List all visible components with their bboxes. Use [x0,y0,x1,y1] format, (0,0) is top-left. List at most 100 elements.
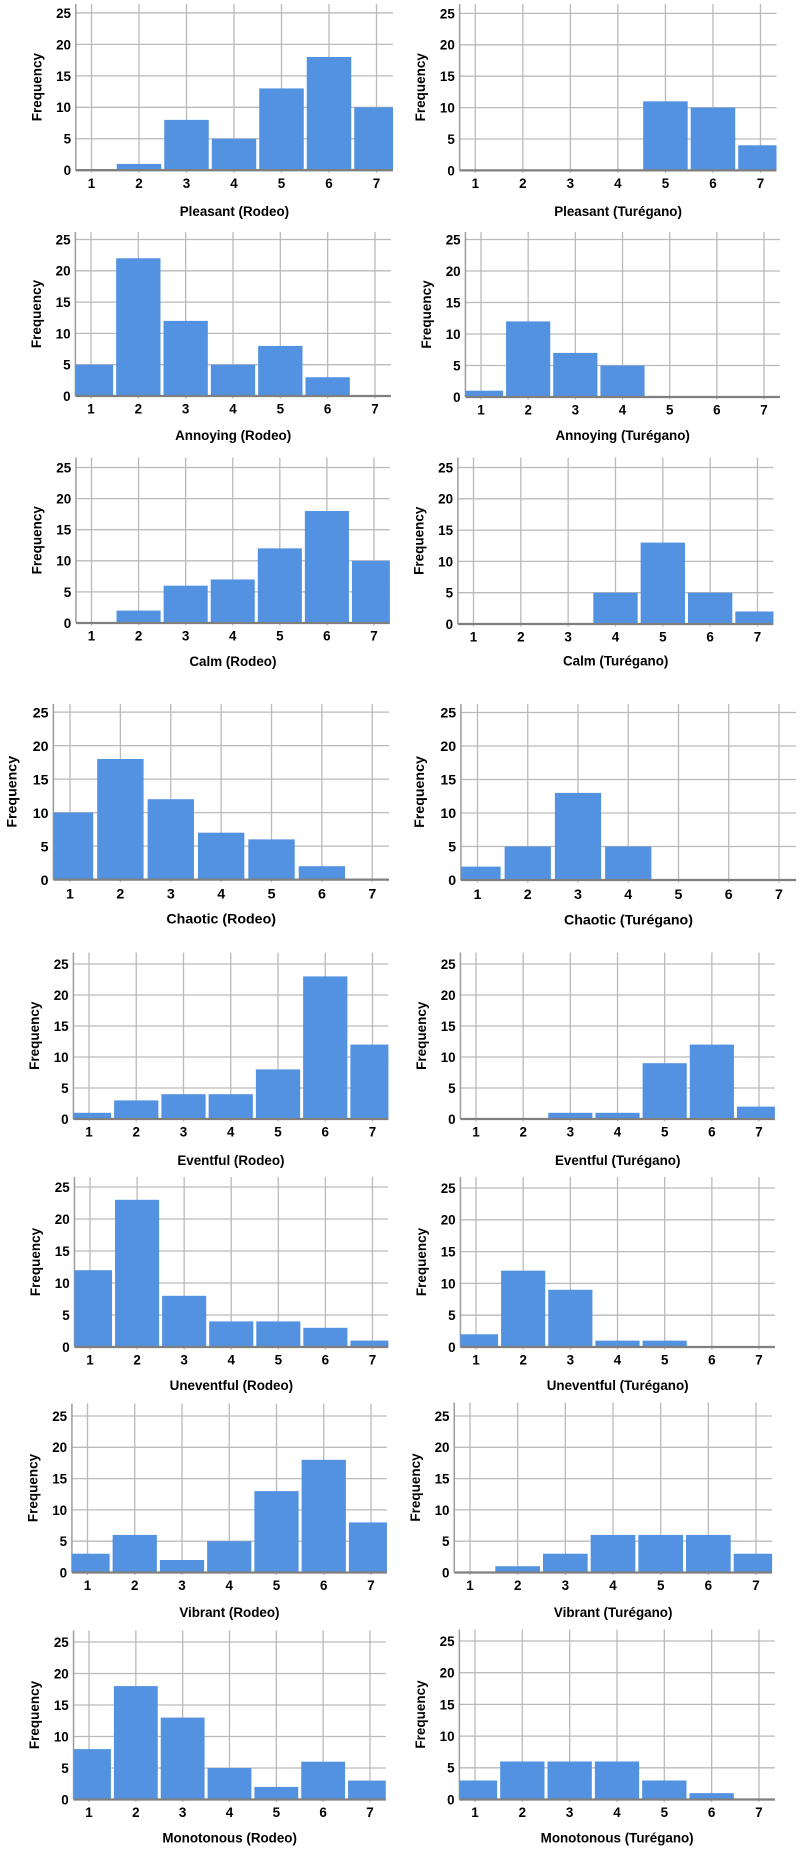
svg-text:20: 20 [441,1213,456,1228]
svg-text:5: 5 [662,176,670,191]
svg-text:3: 3 [178,1578,185,1593]
svg-text:4: 4 [227,1125,235,1140]
svg-text:0: 0 [62,1340,69,1355]
svg-text:7: 7 [755,1353,762,1368]
svg-text:1: 1 [85,1125,93,1140]
svg-text:2: 2 [519,1805,526,1820]
svg-text:15: 15 [52,1472,67,1487]
svg-text:7: 7 [371,402,378,417]
svg-text:7: 7 [369,1125,376,1140]
svg-text:15: 15 [56,295,71,310]
svg-text:5: 5 [61,1761,69,1776]
svg-text:1: 1 [477,403,485,418]
svg-text:6: 6 [725,887,733,903]
svg-text:2: 2 [135,629,142,644]
svg-text:Annoying (Rodeo): Annoying (Rodeo) [175,428,291,443]
svg-text:25: 25 [52,1409,67,1424]
svg-text:5: 5 [62,1308,70,1323]
svg-text:7: 7 [757,176,764,191]
svg-text:3: 3 [182,402,189,417]
svg-text:3: 3 [566,1805,573,1820]
svg-text:1: 1 [88,629,96,644]
svg-text:Frequency: Frequency [26,1453,41,1522]
svg-text:7: 7 [368,887,376,903]
svg-text:5: 5 [446,586,454,601]
svg-text:25: 25 [56,232,71,247]
svg-text:4: 4 [619,403,627,418]
svg-text:25: 25 [446,232,461,247]
svg-text:7: 7 [752,1578,759,1593]
svg-text:6: 6 [705,1578,712,1593]
svg-text:Frequency: Frequency [27,1001,42,1070]
svg-text:2: 2 [131,1578,138,1593]
svg-text:0: 0 [446,617,453,632]
svg-text:1: 1 [474,887,482,903]
svg-text:20: 20 [438,492,453,507]
svg-text:Eventful (Turégano): Eventful (Turégano) [555,1153,680,1168]
svg-text:Monotonous (Turégano): Monotonous (Turégano) [541,1831,694,1846]
svg-text:4: 4 [609,1578,617,1593]
svg-text:15: 15 [54,1698,69,1713]
svg-text:1: 1 [88,176,96,191]
svg-text:20: 20 [55,1212,70,1227]
svg-text:15: 15 [440,69,455,84]
svg-text:7: 7 [367,1578,374,1593]
svg-text:20: 20 [441,988,456,1003]
svg-text:25: 25 [441,957,456,972]
svg-text:0: 0 [63,389,70,404]
svg-text:Frequency: Frequency [419,280,434,349]
svg-text:2: 2 [517,630,524,645]
svg-text:Frequency: Frequency [412,756,428,828]
svg-text:Chaotic (Rodeo): Chaotic (Rodeo) [166,911,276,927]
svg-text:3: 3 [574,887,582,903]
svg-text:1: 1 [472,1353,480,1368]
svg-text:10: 10 [435,1503,450,1518]
svg-text:5: 5 [63,358,71,373]
svg-text:15: 15 [441,1245,456,1260]
svg-text:5: 5 [61,1081,69,1096]
svg-text:2: 2 [524,887,532,903]
svg-text:0: 0 [61,1792,68,1807]
svg-text:0: 0 [64,163,71,178]
svg-text:3: 3 [183,176,190,191]
svg-text:25: 25 [440,6,455,21]
svg-text:5: 5 [60,1534,68,1549]
svg-text:5: 5 [666,403,674,418]
svg-text:10: 10 [438,554,453,569]
svg-text:0: 0 [447,1792,454,1807]
svg-text:20: 20 [52,1440,67,1455]
svg-text:10: 10 [56,554,71,569]
svg-text:Uneventful (Rodeo): Uneventful (Rodeo) [170,1378,293,1393]
svg-text:5: 5 [64,585,72,600]
svg-text:1: 1 [466,1578,474,1593]
svg-text:6: 6 [319,1805,326,1820]
svg-text:Monotonous (Rodeo): Monotonous (Rodeo) [162,1831,297,1846]
svg-text:0: 0 [442,1565,449,1580]
svg-text:2: 2 [132,1805,139,1820]
svg-text:Pleasant (Rodeo): Pleasant (Rodeo) [180,204,289,219]
svg-text:20: 20 [435,1440,450,1455]
svg-text:6: 6 [706,630,713,645]
svg-text:5: 5 [64,132,72,147]
svg-text:0: 0 [41,873,49,889]
svg-text:10: 10 [446,327,461,342]
svg-text:6: 6 [322,1125,329,1140]
svg-text:0: 0 [61,1112,68,1127]
svg-text:25: 25 [56,6,71,21]
svg-text:5: 5 [277,402,285,417]
svg-text:10: 10 [56,326,71,341]
svg-text:5: 5 [448,1081,456,1096]
svg-text:25: 25 [33,705,49,721]
svg-text:4: 4 [614,176,622,191]
svg-text:4: 4 [230,176,238,191]
svg-text:6: 6 [322,1353,329,1368]
svg-text:20: 20 [54,988,69,1003]
svg-text:2: 2 [116,887,124,903]
svg-text:6: 6 [713,403,720,418]
svg-text:6: 6 [708,1125,715,1140]
svg-text:3: 3 [567,176,574,191]
svg-text:3: 3 [182,629,189,644]
svg-text:4: 4 [226,1805,234,1820]
svg-text:2: 2 [135,402,142,417]
svg-text:20: 20 [440,739,456,755]
